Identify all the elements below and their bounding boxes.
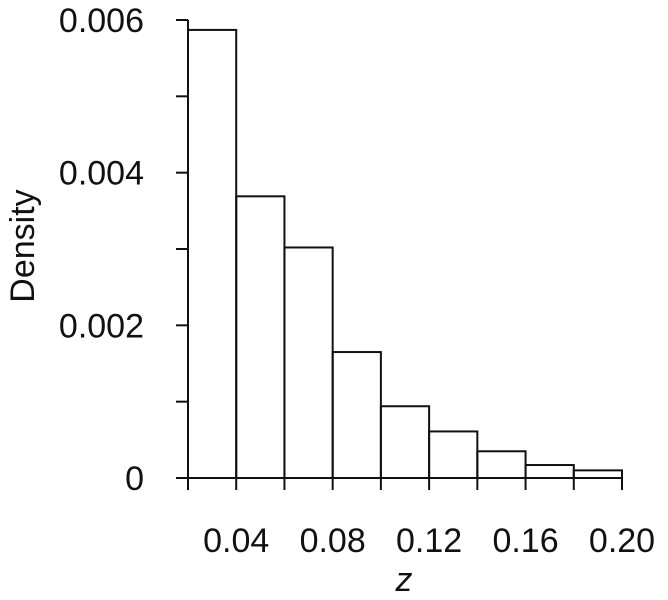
histogram-bar bbox=[283, 246, 334, 479]
y-tick-label: 0.002 bbox=[59, 307, 144, 345]
histogram-bar bbox=[476, 450, 527, 479]
histogram-bar bbox=[428, 430, 479, 480]
histogram-bars bbox=[187, 28, 623, 480]
x-tick-label: 0.20 bbox=[589, 522, 655, 560]
y-axis-label: Density bbox=[4, 189, 42, 302]
histogram-bar bbox=[524, 464, 575, 480]
histogram-bar bbox=[572, 469, 623, 480]
y-tick-label: 0.004 bbox=[59, 155, 144, 193]
x-axis-label: z bbox=[395, 561, 413, 599]
x-axis: 0.04 0.08 0.12 0.16 0.20 bbox=[187, 477, 655, 560]
histogram-bar bbox=[235, 195, 286, 480]
y-axis: 0 0.002 0.004 0.006 bbox=[59, 2, 189, 498]
x-tick-label: 0.04 bbox=[203, 522, 269, 560]
y-tick-label: 0.006 bbox=[59, 2, 144, 40]
x-tick-label: 0.16 bbox=[492, 522, 558, 560]
histogram-bar bbox=[331, 351, 382, 479]
histogram-bar bbox=[187, 28, 238, 479]
y-tick-label: 0 bbox=[125, 460, 144, 498]
histogram-bar bbox=[379, 405, 431, 480]
x-tick-label: 0.08 bbox=[300, 522, 366, 560]
x-tick-label: 0.12 bbox=[396, 522, 462, 560]
